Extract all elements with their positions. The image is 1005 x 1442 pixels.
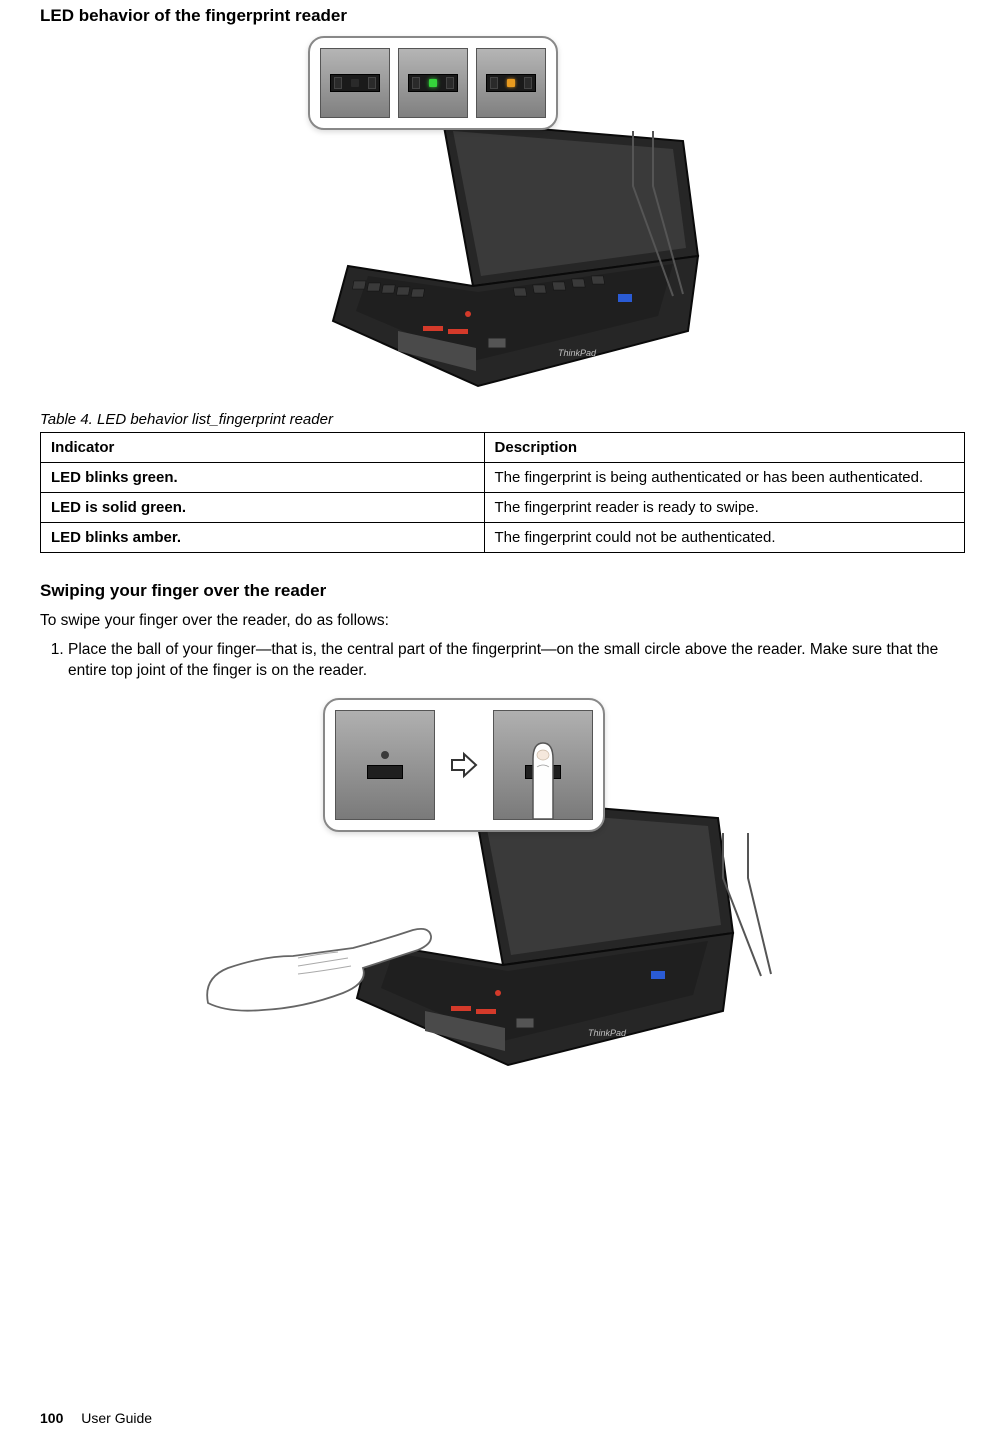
step-list: Place the ball of your finger—that is, t…	[40, 640, 965, 682]
led-panel-off	[320, 48, 390, 118]
table-caption: Table 4. LED behavior list_fingerprint r…	[40, 411, 965, 428]
step-item-1: Place the ball of your finger—that is, t…	[68, 640, 965, 682]
led-indicator-amber	[507, 79, 515, 87]
table-row: LED blinks green. The fingerprint is bei…	[41, 463, 965, 493]
reader-slot-icon	[367, 765, 403, 779]
indicator-cell: LED is solid green.	[41, 493, 485, 523]
reader-panel-empty	[335, 710, 435, 820]
page-footer: 100 User Guide	[40, 1410, 152, 1426]
led-indicator-green	[429, 79, 437, 87]
description-cell: The fingerprint could not be authenticat…	[484, 523, 964, 553]
laptop-body-1: ThinkPad	[328, 116, 708, 396]
page-number: 100	[40, 1410, 63, 1426]
arrow-right-icon	[449, 750, 479, 780]
led-panel-amber	[476, 48, 546, 118]
table-header-row: Indicator Description	[41, 433, 965, 463]
table-row: LED is solid green. The fingerprint read…	[41, 493, 965, 523]
doc-title: User Guide	[81, 1410, 152, 1426]
indicator-cell: LED blinks amber.	[41, 523, 485, 553]
led-indicator-off	[351, 79, 359, 87]
svg-text:ThinkPad: ThinkPad	[558, 348, 597, 358]
document-page: LED behavior of the fingerprint reader	[0, 6, 1005, 1442]
hand-icon	[203, 908, 433, 1018]
figure-led-callout: ThinkPad	[40, 36, 965, 381]
table-row: LED blinks amber. The fingerprint could …	[41, 523, 965, 553]
table-header-indicator: Indicator	[41, 433, 485, 463]
indicator-cell: LED blinks green.	[41, 463, 485, 493]
svg-text:ThinkPad: ThinkPad	[588, 1028, 627, 1038]
fingertip-icon	[529, 739, 557, 819]
figure-finger-placement: ThinkPad	[40, 698, 965, 1063]
laptop-svg-1: ThinkPad	[328, 116, 708, 396]
led-panel-green	[398, 48, 468, 118]
intro-text: To swipe your finger over the reader, do…	[40, 611, 965, 632]
laptop-illustration-2: ThinkPad	[253, 698, 753, 1058]
hand-illustration	[203, 908, 433, 1018]
reader-panel-finger	[493, 710, 593, 820]
reader-dot-icon	[381, 751, 389, 759]
led-callout-box	[308, 36, 558, 130]
led-behavior-table: Indicator Description LED blinks green. …	[40, 432, 965, 553]
table-header-description: Description	[484, 433, 964, 463]
section-title-led-behavior: LED behavior of the fingerprint reader	[40, 6, 965, 26]
laptop-illustration-1: ThinkPad	[308, 36, 698, 376]
finger-callout-box	[323, 698, 605, 832]
description-cell: The fingerprint is being authenticated o…	[484, 463, 964, 493]
section-title-swiping: Swiping your finger over the reader	[40, 581, 965, 601]
description-cell: The fingerprint reader is ready to swipe…	[484, 493, 964, 523]
